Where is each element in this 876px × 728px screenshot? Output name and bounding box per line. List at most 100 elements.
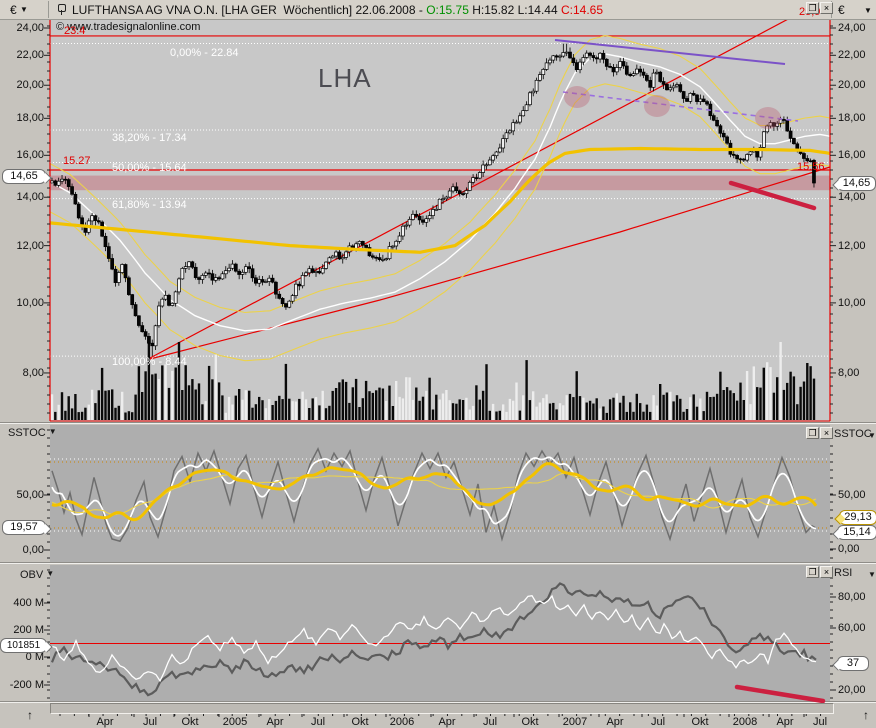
volume-bar	[792, 376, 796, 420]
volume-bar	[107, 390, 110, 420]
axis-tick-label: 20,00	[16, 79, 44, 92]
axis-tick-label: 0,00	[838, 543, 860, 555]
candle-down	[70, 186, 74, 195]
candle-down	[76, 203, 81, 219]
unit-selector-left[interactable]: € ▼	[10, 3, 28, 17]
volume-bar	[194, 389, 197, 420]
volume-bar	[64, 410, 67, 420]
maximize-button-rsi[interactable]: ❐	[806, 566, 819, 578]
volume-bar	[562, 405, 565, 420]
volume-bar	[318, 405, 321, 420]
price-pane[interactable]	[50, 20, 830, 421]
volume-bar	[97, 390, 100, 420]
candle-up	[220, 273, 225, 280]
volume-bar	[745, 371, 749, 420]
sstoc-header-left[interactable]: SSTOC ▼	[8, 427, 57, 439]
axis-tick-label: 0 M	[25, 651, 44, 663]
time-axis-label: Okt	[691, 716, 709, 728]
time-axis-label: 2008	[732, 716, 758, 728]
volume-bar	[548, 403, 552, 420]
volume-bar	[217, 382, 221, 420]
volume-bar	[94, 403, 97, 420]
volume-bar	[274, 400, 278, 420]
sstoc-pane[interactable]	[50, 425, 830, 562]
volume-bar	[542, 398, 545, 420]
volume-bar	[395, 381, 398, 420]
volume-bar	[732, 393, 735, 420]
volume-bar	[488, 410, 491, 420]
candle-down	[123, 264, 128, 279]
close-button-main[interactable]: ×	[820, 2, 833, 14]
sstoc-dropdown-icon-right[interactable]: ▼	[868, 431, 876, 440]
candle-up	[528, 92, 532, 106]
candle-up	[447, 190, 452, 198]
volume-bar	[545, 394, 548, 420]
volume-bar	[314, 397, 318, 420]
axis-tick-label: 22,00	[16, 49, 44, 62]
chevron-down-icon-right[interactable]: ▼	[864, 6, 872, 15]
volume-bar	[244, 390, 247, 420]
candle-down	[701, 98, 706, 102]
volume-bar	[508, 398, 512, 420]
axis-tick-label: 16,00	[838, 149, 866, 162]
volume-bar	[254, 404, 258, 420]
candle-down	[658, 71, 663, 82]
candle-down	[812, 159, 816, 184]
volume-bar	[468, 409, 471, 420]
volume-bar	[281, 399, 284, 420]
volume-bar	[532, 391, 535, 420]
volume-bar	[227, 396, 231, 420]
volume-bar	[241, 399, 244, 420]
axis-tick-label: 0,00	[22, 544, 44, 556]
short-ma-line	[49, 53, 831, 332]
volume-bar	[60, 392, 64, 420]
rsi-marker-right: 37	[831, 656, 869, 671]
candle-up	[581, 57, 586, 63]
time-axis-label: 2005	[222, 716, 248, 728]
candle-down	[591, 55, 596, 59]
volume-bar	[308, 408, 311, 420]
obv-rsi-pane[interactable]	[50, 565, 830, 702]
volume-bar	[141, 392, 144, 420]
maximize-button-sstoc[interactable]: ❐	[806, 427, 819, 439]
volume-bar	[639, 403, 642, 420]
volume-bar	[415, 387, 418, 420]
candle-down	[782, 119, 786, 121]
volume-bar	[304, 399, 308, 420]
volume-bar	[465, 397, 468, 420]
close-button-rsi[interactable]: ×	[820, 566, 833, 578]
volume-bar	[578, 396, 582, 420]
close-button-sstoc[interactable]: ×	[820, 427, 833, 439]
volume-bar	[364, 380, 368, 420]
rsi-dropdown-icon[interactable]: ▼	[868, 570, 876, 579]
volume-bar	[592, 403, 595, 420]
volume-bar	[799, 386, 802, 420]
volume-bar	[435, 394, 438, 420]
volume-bar	[338, 382, 341, 420]
candle-down	[805, 158, 810, 162]
candle-up	[240, 271, 245, 275]
axis-tick-label: 14,00	[838, 191, 866, 204]
sstoc-plot-bg	[50, 425, 830, 562]
obv-plot-bg	[50, 565, 830, 702]
obv-header[interactable]: OBV ▼	[20, 569, 54, 581]
scroll-arrow-right[interactable]: ↑	[863, 708, 869, 722]
axis-tick-label: 24,00	[838, 21, 866, 34]
pin-icon[interactable]	[57, 4, 66, 15]
unit-selector-right[interactable]: €	[838, 3, 845, 17]
volume-bar	[632, 411, 635, 420]
candle-up	[441, 198, 445, 201]
volume-bar	[161, 365, 164, 420]
candle-up	[467, 181, 472, 191]
candle-down	[645, 74, 649, 81]
volume-bar	[100, 367, 104, 420]
volume-bar	[629, 402, 632, 420]
volume-bar	[221, 395, 224, 420]
candle-down	[167, 294, 171, 306]
scroll-arrow-left[interactable]: ↑	[27, 708, 33, 722]
maximize-button-main[interactable]: ❐	[806, 2, 819, 14]
time-scrollbar[interactable]	[50, 703, 834, 714]
candle-up	[631, 73, 636, 76]
stoch-signal-thin	[51, 472, 817, 516]
time-axis-label: 2007	[562, 716, 588, 728]
